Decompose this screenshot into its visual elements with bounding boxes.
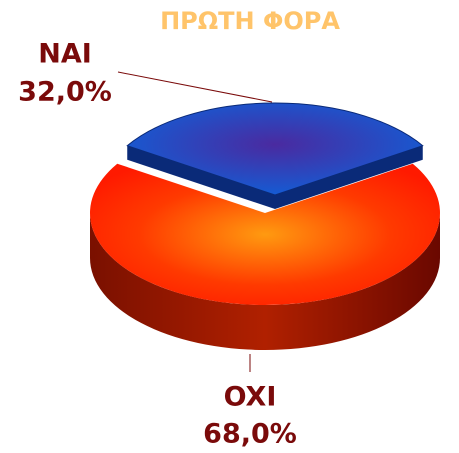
value-label: 32,0% — [18, 77, 112, 108]
pie-side — [275, 145, 423, 209]
pie-side — [90, 213, 440, 350]
category-label: OXI — [224, 382, 277, 413]
pie — [89, 102, 441, 350]
leader-line — [117, 71, 273, 103]
chart-title: ΠΡΩΤΗ ΦΟΡΑ — [160, 7, 340, 35]
value-label: 68,0% — [203, 419, 297, 450]
category-label: NAI — [38, 39, 92, 70]
pie-side — [127, 145, 275, 209]
pie-slice — [126, 102, 424, 196]
pie-slice — [89, 163, 441, 305]
